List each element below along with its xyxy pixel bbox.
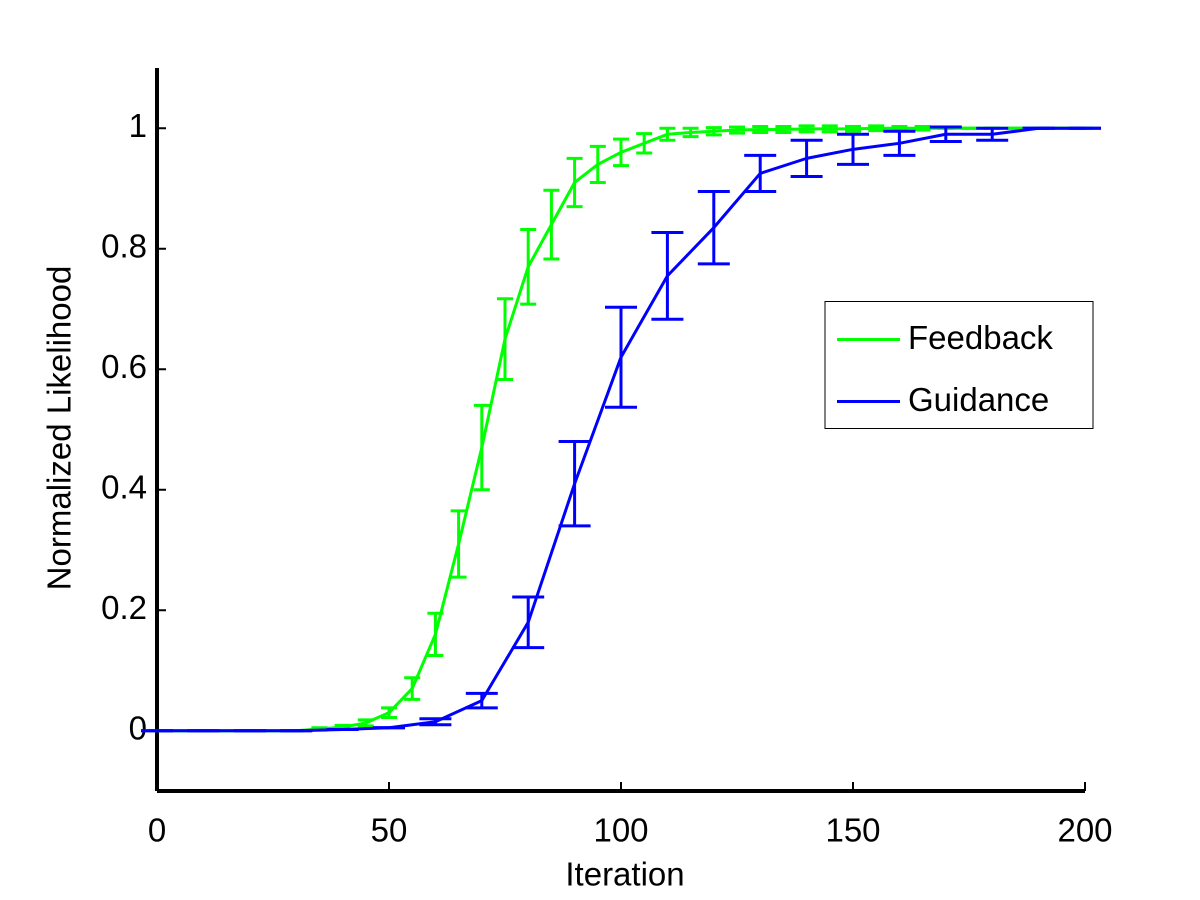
y-tick-label: 0.2 xyxy=(101,589,147,626)
x-axis-label: Iteration xyxy=(565,856,684,893)
y-tick-label: 0.8 xyxy=(101,227,147,264)
y-tick-label: 0.6 xyxy=(101,348,147,385)
x-tick-label: 200 xyxy=(1057,812,1112,849)
x-tick-label: 150 xyxy=(825,812,880,849)
y-tick-label: 1 xyxy=(129,107,147,144)
legend-label: Feedback xyxy=(908,319,1053,356)
series-line xyxy=(157,126,1085,733)
x-tick-label: 100 xyxy=(593,812,648,849)
legend-box xyxy=(824,301,1094,429)
legend-label: Guidance xyxy=(908,381,1049,418)
x-tick-label: 50 xyxy=(371,812,408,849)
y-tick-label: 0.4 xyxy=(101,468,147,505)
x-tick-label: 0 xyxy=(148,812,166,849)
y-tick-label: 0 xyxy=(129,709,147,746)
y-axis-label: Normalized Likelihood xyxy=(41,266,78,591)
series-line xyxy=(157,126,1085,733)
